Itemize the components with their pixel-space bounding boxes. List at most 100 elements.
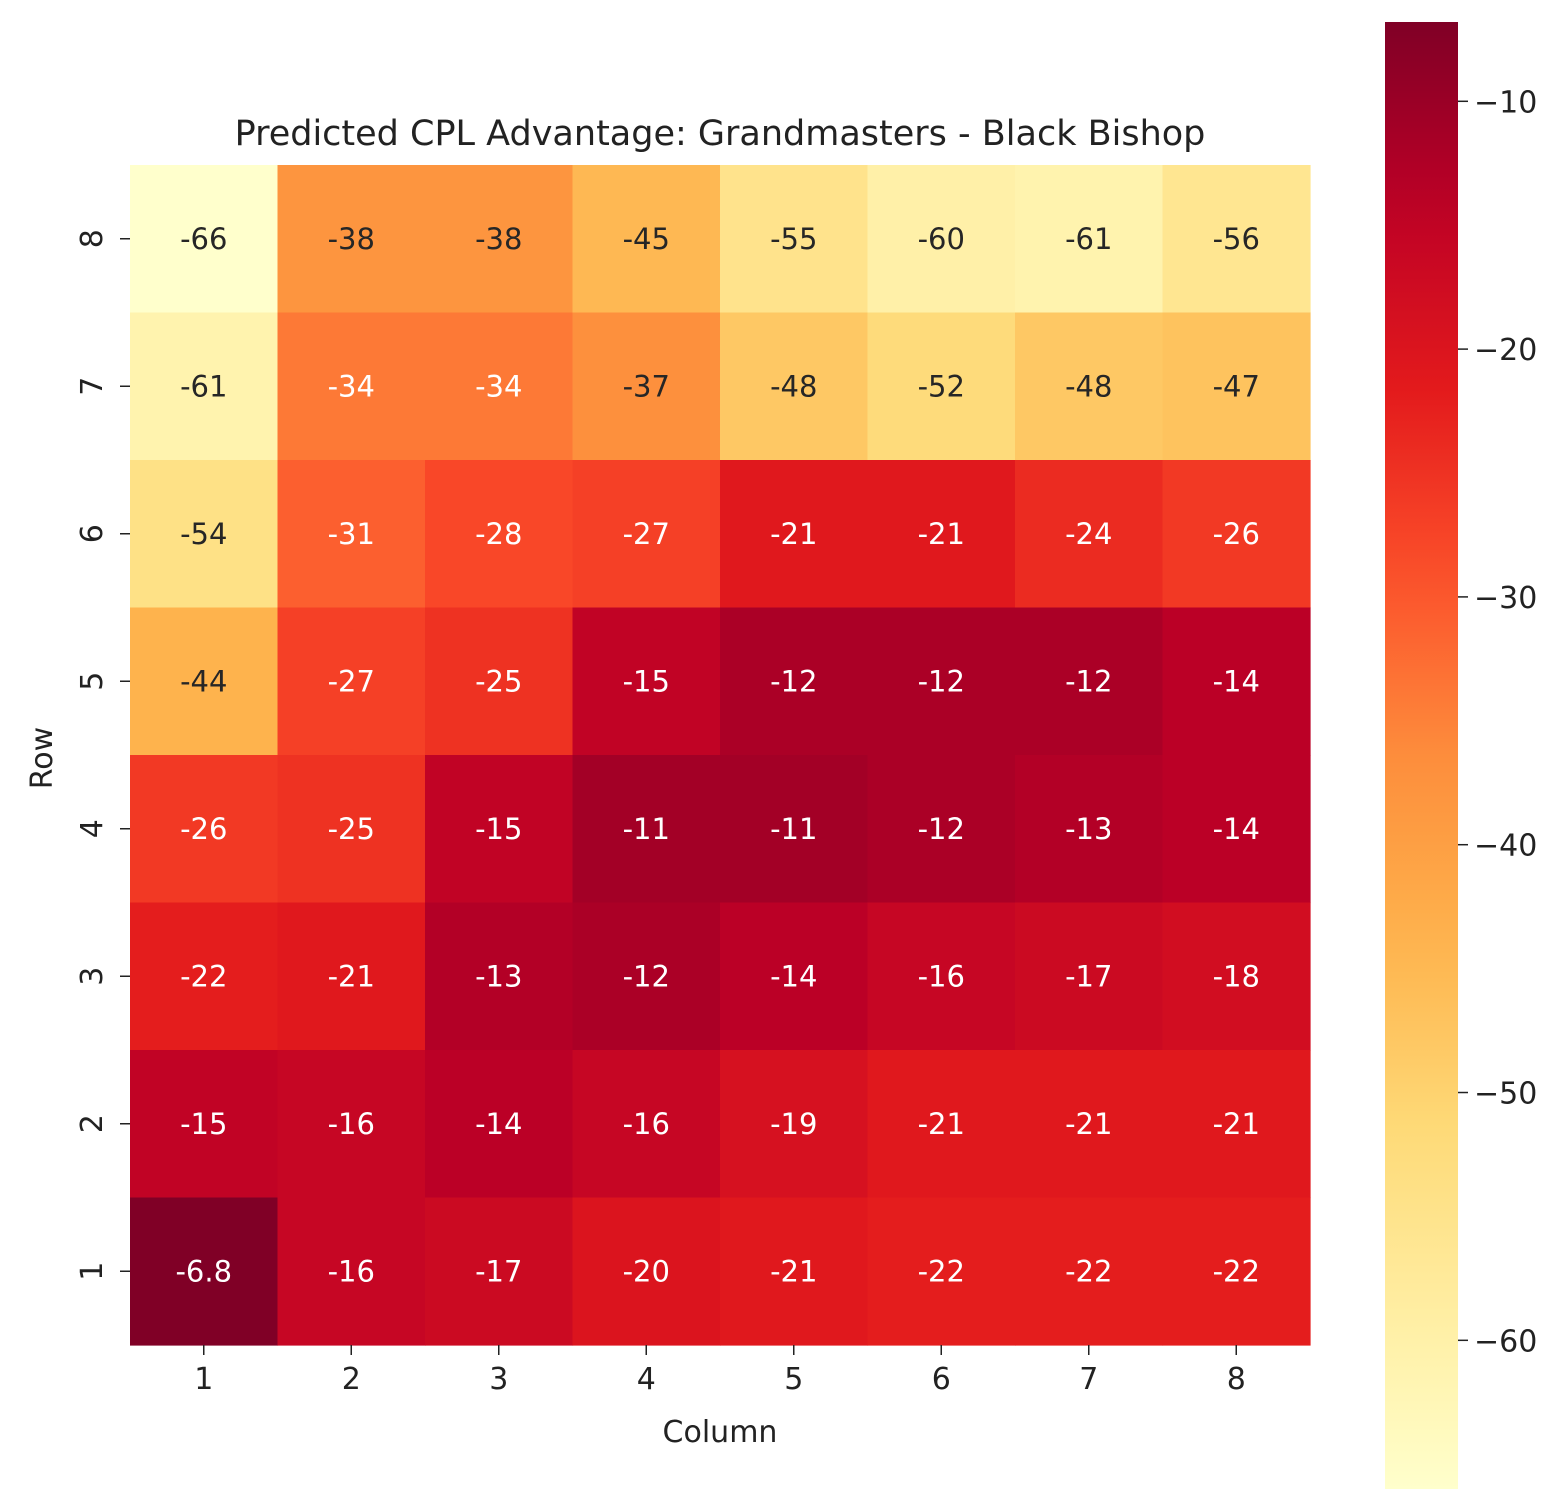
cell-value-label: -16 (918, 959, 965, 993)
cell-value-label: -12 (918, 812, 965, 846)
cell-value-label: -52 (918, 369, 965, 403)
cell-value-label: -17 (475, 1254, 522, 1288)
cell-value-label: -21 (328, 959, 375, 993)
cell-value-label: -31 (328, 517, 375, 551)
y-tick-label: 1 (75, 1262, 110, 1281)
heatmap-cell-r8-c4 (572, 165, 721, 314)
cell-value-label: -11 (770, 812, 817, 846)
heatmap-cell-r7-c4 (572, 312, 721, 461)
cell-value-label: -16 (623, 1107, 670, 1141)
cell-value-label: -61 (1065, 222, 1112, 256)
heatmap-cell-r7-c5 (720, 312, 869, 461)
cell-value-label: -38 (328, 222, 375, 256)
heatmap-cell-r2-c1 (130, 1050, 279, 1199)
heatmap-cell-r4-c2 (277, 755, 426, 904)
cell-value-label: -21 (770, 517, 817, 551)
y-tick-label: 5 (75, 672, 110, 691)
heatmap-cell-r4-c8 (1162, 755, 1311, 904)
cell-value-label: -15 (180, 1107, 227, 1141)
heatmap-cell-r5-c7 (1015, 607, 1164, 756)
heatmap-cell-r7-c6 (867, 312, 1016, 461)
cell-value-label: -21 (918, 517, 965, 551)
heatmap-cell-r4-c1 (130, 755, 279, 904)
cell-value-label: -28 (475, 517, 522, 551)
heatmap-cell-r3-c7 (1015, 902, 1164, 1051)
cell-value-label: -14 (770, 959, 817, 993)
heatmap-cell-r1-c7 (1015, 1197, 1164, 1346)
cell-value-label: -56 (1213, 222, 1260, 256)
heatmap-cell-r8-c3 (425, 165, 574, 314)
cell-value-label: -19 (770, 1107, 817, 1141)
heatmap-cell-r6-c4 (572, 460, 721, 609)
colorbar-tick-label: −20 (1474, 333, 1537, 368)
y-axis-label: Row (25, 727, 60, 789)
x-tick-label: 8 (1227, 1362, 1246, 1397)
y-tick-label: 3 (75, 967, 110, 986)
colorbar-tick-label: −30 (1474, 581, 1537, 616)
heatmap-cell-r6-c5 (720, 460, 869, 609)
cell-value-label: -22 (180, 959, 227, 993)
heatmap-cell-r3-c5 (720, 902, 869, 1051)
heatmap-cell-labels: -66 -38 -38 -45 -55 -60 -61 -56 -61 -34 -34 -37 -48 -… (175, 222, 1259, 1289)
cell-value-label: -66 (180, 222, 227, 256)
x-tick-label: 3 (489, 1362, 508, 1397)
heatmap-cell-r1-c2 (277, 1197, 426, 1346)
cell-value-label: -22 (1213, 1254, 1260, 1288)
cell-value-label: -12 (918, 664, 965, 698)
cell-value-label: -21 (1065, 1107, 1112, 1141)
cell-value-label: -15 (623, 664, 670, 698)
heatmap-cell-r5-c4 (572, 607, 721, 756)
cell-value-label: -15 (475, 812, 522, 846)
cell-value-label: -54 (180, 517, 227, 551)
cell-value-label: -34 (328, 369, 375, 403)
heatmap-cell-r7-c8 (1162, 312, 1311, 461)
cell-value-label: -12 (1065, 664, 1112, 698)
heatmap-cell-r3-c2 (277, 902, 426, 1051)
heatmap-cell-r4-c5 (720, 755, 869, 904)
cell-value-label: -14 (1213, 664, 1260, 698)
heatmap-cell-r5-c8 (1162, 607, 1311, 756)
cell-value-label: -48 (770, 369, 817, 403)
heatmap-cell-r3-c8 (1162, 902, 1311, 1051)
x-axis: 1 2 3 4 5 6 7 8 (194, 1345, 1246, 1397)
cell-value-label: -25 (475, 664, 522, 698)
cell-value-label: -24 (1065, 517, 1112, 551)
y-tick-label: 8 (75, 229, 110, 248)
cell-value-label: -25 (328, 812, 375, 846)
colorbar-ticks: −10 −20 −30 −40 −50 −60 (1458, 85, 1537, 1359)
cell-value-label: -22 (1065, 1254, 1112, 1288)
colorbar-tick-label: −40 (1474, 829, 1537, 864)
colorbar: −10 −20 −30 −40 −50 −60 (1385, 22, 1537, 1489)
heatmap-cell-r4-c6 (867, 755, 1016, 904)
cell-value-label: -6.8 (175, 1254, 232, 1288)
x-tick-label: 6 (932, 1362, 951, 1397)
cell-value-label: -13 (475, 959, 522, 993)
cell-value-label: -18 (1213, 959, 1260, 993)
heatmap-cell-r5-c2 (277, 607, 426, 756)
y-tick-label: 4 (75, 819, 110, 838)
cell-value-label: -13 (1065, 812, 1112, 846)
cell-value-label: -47 (1213, 369, 1260, 403)
heatmap-cell-r1-c1 (130, 1197, 279, 1346)
heatmap-cell-r4-c4 (572, 755, 721, 904)
heatmap-cell-r4-c7 (1015, 755, 1164, 904)
heatmap-cell-r2-c5 (720, 1050, 869, 1199)
heatmap-cell-r1-c4 (572, 1197, 721, 1346)
y-tick-label: 6 (75, 524, 110, 543)
x-tick-label: 4 (637, 1362, 656, 1397)
heatmap-cell-r6-c7 (1015, 460, 1164, 609)
heatmap-cell-r7-c1 (130, 312, 279, 461)
cell-value-label: -38 (475, 222, 522, 256)
cell-value-label: -21 (1213, 1107, 1260, 1141)
cell-value-label: -21 (770, 1254, 817, 1288)
y-tick-label: 2 (75, 1114, 110, 1133)
cell-value-label: -11 (623, 812, 670, 846)
cell-value-label: -22 (918, 1254, 965, 1288)
cell-value-label: -21 (918, 1107, 965, 1141)
cell-value-label: -27 (328, 664, 375, 698)
heatmap-cell-r2-c4 (572, 1050, 721, 1199)
heatmap-cell-r1-c6 (867, 1197, 1016, 1346)
heatmap-cell-r2-c6 (867, 1050, 1016, 1199)
chart-title: Predicted CPL Advantage: Grandmasters - … (235, 114, 1206, 154)
heatmap-cell-r5-c3 (425, 607, 574, 756)
